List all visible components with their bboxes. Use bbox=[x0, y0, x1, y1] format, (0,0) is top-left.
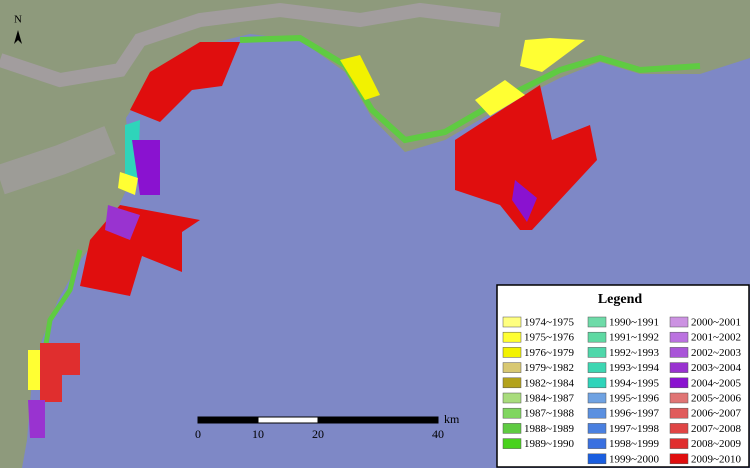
legend-swatch bbox=[669, 377, 689, 389]
legend-label: 1976~1979 bbox=[524, 347, 574, 359]
legend-label: 1989~1990 bbox=[524, 438, 574, 450]
reclaimed-strip bbox=[239, 34, 701, 144]
legend-swatch bbox=[669, 407, 689, 419]
legend-label: 2007~2008 bbox=[691, 423, 741, 435]
legend-swatch bbox=[502, 392, 522, 404]
legend-swatch bbox=[669, 453, 689, 465]
legend-swatch bbox=[502, 423, 522, 434]
legend-swatch bbox=[669, 423, 689, 434]
scale-segment bbox=[257, 416, 319, 424]
legend-label: 1997~1998 bbox=[609, 423, 659, 435]
legend-swatch bbox=[502, 316, 522, 328]
reclaimed-area bbox=[105, 205, 140, 240]
legend-label: 1999~2000 bbox=[609, 453, 659, 465]
legend-label: 1979~1982 bbox=[524, 362, 574, 374]
reclaimed-area bbox=[132, 140, 160, 195]
scale-label: 40 bbox=[432, 427, 444, 441]
legend-label: 2001~2002 bbox=[691, 332, 741, 344]
legend-swatch bbox=[502, 362, 522, 373]
scale-label: 10 bbox=[252, 427, 264, 441]
north-arrow bbox=[14, 30, 22, 44]
legend-swatch bbox=[587, 362, 607, 373]
legend-label: 1990~1991 bbox=[609, 317, 659, 329]
legend-swatch bbox=[587, 438, 607, 449]
legend-label: 2005~2006 bbox=[691, 393, 741, 405]
legend-label: 1992~1993 bbox=[609, 347, 659, 359]
north-label: N bbox=[14, 14, 22, 26]
legend-swatch bbox=[669, 362, 689, 373]
urban-area bbox=[0, 126, 116, 195]
legend-swatch bbox=[502, 407, 522, 419]
legend-swatch bbox=[502, 347, 522, 358]
legend-title: Legend bbox=[598, 292, 643, 307]
legend-label: 1987~1988 bbox=[524, 408, 574, 420]
legend-swatch bbox=[587, 331, 607, 343]
legend-swatch bbox=[587, 392, 607, 404]
legend-swatch bbox=[587, 347, 607, 358]
legend-swatch bbox=[587, 377, 607, 389]
legend-swatch bbox=[502, 438, 522, 449]
legend-label: 2009~2010 bbox=[691, 453, 741, 465]
legend-label: 2004~2005 bbox=[691, 377, 741, 389]
legend-label: 1988~1989 bbox=[524, 423, 574, 435]
legend-swatch bbox=[587, 316, 607, 328]
legend-label: 1996~1997 bbox=[609, 408, 659, 420]
legend-label: 1975~1976 bbox=[524, 332, 574, 344]
legend-label: 1998~1999 bbox=[609, 438, 659, 450]
reclaimed-area bbox=[28, 350, 40, 390]
legend-box bbox=[496, 284, 750, 468]
legend-label: 1974~1975 bbox=[524, 317, 574, 329]
reclaimed-area bbox=[40, 343, 80, 402]
legend-label: 2002~2003 bbox=[691, 347, 741, 359]
reclaimed-area bbox=[455, 85, 597, 230]
legend-swatch bbox=[502, 377, 522, 389]
legend-label: 1982~1984 bbox=[524, 377, 574, 389]
legend-label: 2006~2007 bbox=[691, 408, 741, 420]
scale-label: 20 bbox=[312, 427, 324, 441]
reclaimed-area bbox=[340, 55, 380, 100]
reclaimed-area bbox=[28, 400, 45, 438]
scale-label: 0 bbox=[195, 427, 201, 441]
reclaimed-strip bbox=[42, 249, 83, 351]
reclaimed-area bbox=[512, 180, 537, 222]
legend-swatch bbox=[669, 331, 689, 343]
reclaimed-area bbox=[475, 80, 525, 116]
legend-swatch bbox=[502, 331, 522, 343]
legend-label: 1991~1992 bbox=[609, 332, 659, 344]
legend-swatch bbox=[669, 347, 689, 358]
legend-swatch bbox=[669, 392, 689, 404]
legend-swatch bbox=[587, 453, 607, 465]
legend-swatch bbox=[669, 438, 689, 449]
legend-swatch bbox=[669, 316, 689, 328]
legend-label: 1994~1995 bbox=[609, 377, 659, 389]
urban-area bbox=[0, 2, 501, 88]
legend-label: 1984~1987 bbox=[524, 393, 574, 405]
reclaimed-area bbox=[520, 38, 585, 72]
legend-swatch bbox=[587, 407, 607, 419]
reclaimed-area bbox=[118, 172, 138, 195]
reclaimed-area bbox=[130, 42, 240, 122]
legend-label: 2003~2004 bbox=[691, 362, 741, 374]
scale-unit: km bbox=[444, 412, 460, 426]
legend-label: 2000~2001 bbox=[691, 317, 741, 329]
scale-segment bbox=[197, 416, 259, 424]
legend-label: 1993~1994 bbox=[609, 362, 659, 374]
legend-label: 2008~2009 bbox=[691, 438, 741, 450]
scale-segment bbox=[317, 416, 439, 424]
legend-label: 1995~1996 bbox=[609, 393, 659, 405]
legend-swatch bbox=[587, 423, 607, 434]
